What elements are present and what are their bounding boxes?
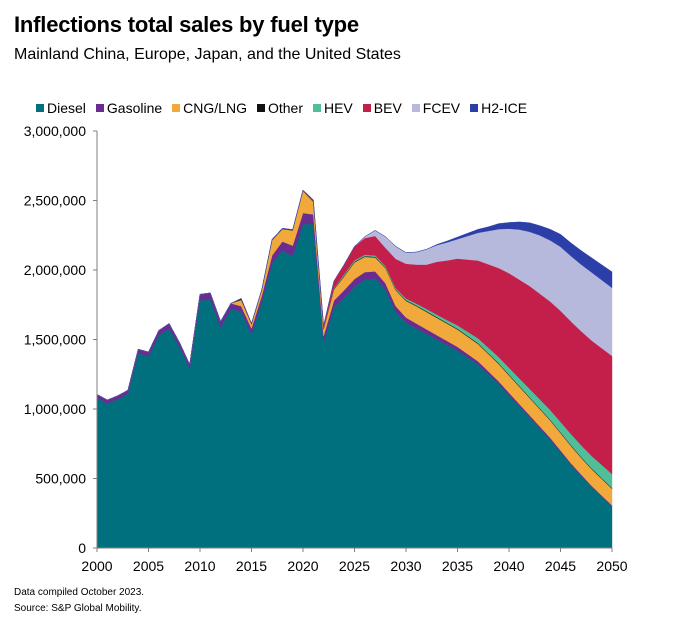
x-tick-label: 2030	[390, 558, 421, 574]
legend-item-gasoline: Gasoline	[95, 100, 163, 116]
legend-item-bev: BEV	[362, 100, 402, 116]
x-tick-label: 2020	[287, 558, 318, 574]
legend-swatch-other	[256, 104, 265, 112]
x-tick-label: 2005	[133, 558, 164, 574]
x-tick-label: 2015	[236, 558, 267, 574]
x-tick-label: 2025	[339, 558, 370, 574]
chart-legend: Diesel Gasoline CNG/LNG Other HEV BEV FCEV H2-I…	[36, 100, 537, 116]
source-note: Source: S&P Global Mobility.	[14, 603, 142, 614]
x-tick-label: 2000	[81, 558, 112, 574]
data-compiled-note: Data compiled October 2023.	[14, 587, 145, 598]
legend-swatch-bev	[362, 104, 371, 112]
legend-item-h2-ice: H2-ICE	[470, 100, 527, 116]
x-tick-label: 2035	[442, 558, 473, 574]
legend-label-bev: BEV	[373, 100, 402, 116]
legend-label-other: Other	[267, 100, 303, 116]
y-tick-label: 2,500,000	[24, 193, 86, 209]
legend-item-diesel: Diesel	[36, 100, 86, 116]
legend-swatch-cng-lng	[172, 104, 181, 112]
y-tick-label: 500,000	[35, 471, 86, 487]
legend-swatch-diesel	[36, 104, 44, 112]
x-tick-label: 2010	[184, 558, 215, 574]
y-tick-label: 3,000,000	[24, 123, 86, 139]
legend-swatch-h2-ice	[470, 104, 479, 112]
area-series-h2-ice	[96, 189, 613, 401]
y-tick-label: 1,000,000	[24, 401, 86, 417]
legend-swatch-fcev	[411, 104, 420, 112]
legend-item-cng-lng: CNG/LNG	[172, 100, 247, 116]
legend-label-diesel: Diesel	[47, 100, 86, 116]
x-tick-label: 2050	[596, 558, 627, 574]
legend-label-h2-ice: H2-ICE	[481, 100, 528, 116]
legend-label-gasoline: Gasoline	[106, 100, 163, 116]
chart-title: Inflections total sales by fuel type	[14, 12, 359, 37]
legend-label-fcev: FCEV	[422, 100, 461, 116]
legend-label-cng-lng: CNG/LNG	[183, 100, 247, 116]
legend-label-hev: HEV	[323, 100, 353, 116]
legend-swatch-hev	[312, 104, 321, 112]
legend-item-other: Other	[256, 100, 303, 116]
chart-subtitle: Mainland China, Europe, Japan, and the U…	[14, 46, 401, 63]
x-tick-label: 2045	[545, 558, 576, 574]
x-tick-label: 2040	[493, 558, 524, 574]
y-tick-label: 1,500,000	[24, 332, 86, 348]
y-tick-label: 0	[78, 540, 86, 556]
legend-item-hev: HEV	[312, 100, 353, 116]
y-tick-label: 2,000,000	[24, 262, 86, 278]
legend-swatch-gasoline	[95, 104, 104, 112]
legend-item-fcev: FCEV	[411, 100, 461, 116]
